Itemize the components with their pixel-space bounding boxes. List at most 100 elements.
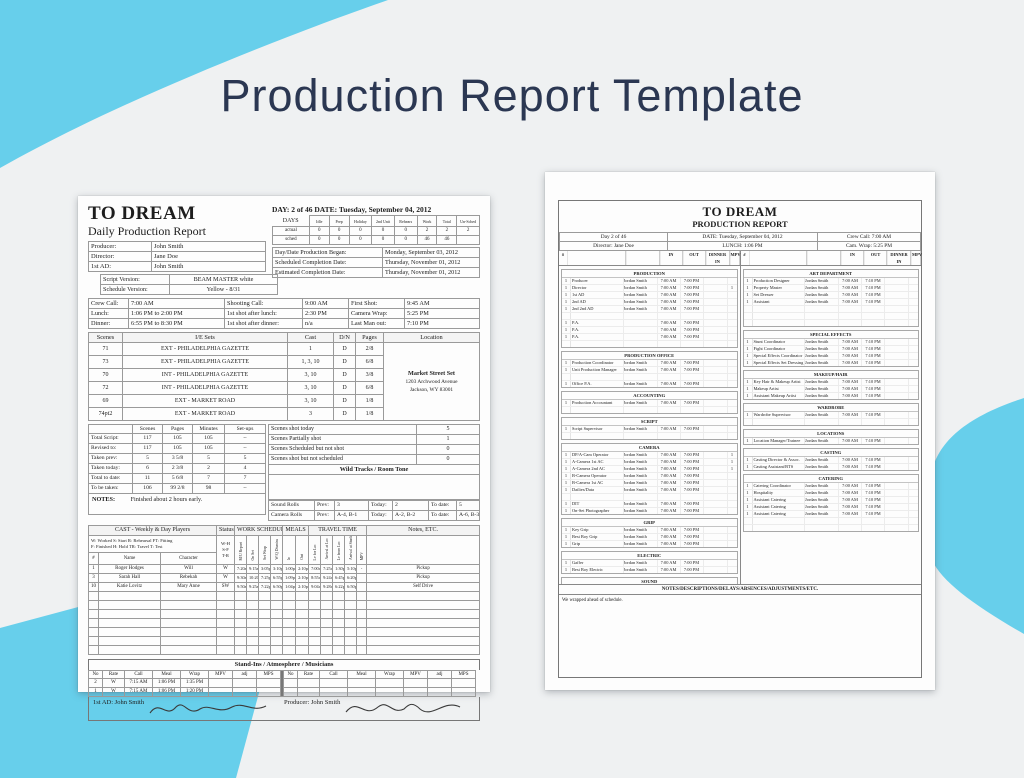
- crew-section: MAKEUP/HAIR 1 Key Hair & Makeup Artist Jord…: [742, 370, 919, 400]
- crew-section: PRODUCTION 1 Producer Jordan Smith 7:00 AM 7:…: [561, 269, 738, 348]
- crew-row: 1 Production Designer Jordan Smith 7:00 AM 7…: [743, 278, 918, 285]
- standins-row: 1 W 7:15 AM 1:06 PM 1:20 PM: [88, 687, 480, 697]
- summary-row: Scenes Partially shot 1: [268, 434, 480, 445]
- version-table: Script Version: BEAM MASTER white Schedule…: [100, 274, 278, 295]
- crew-row: [744, 525, 919, 531]
- crew-row: 1 Office P.A. Jordan Smith 7:00 AM 7:00 PM: [562, 381, 737, 387]
- first-ad-signature: [149, 704, 267, 714]
- crew-row: 1 A-Camera 2nd AC Jordan Smith 7:00 AM 7:00 …: [562, 466, 737, 473]
- cast-legend-row: W: Worked S: Start R: Rehearsal FT: Fitt…: [87, 534, 480, 565]
- producer-signature-label: Producer: John Smith: [284, 699, 341, 706]
- page-title: Production Report Template: [220, 70, 804, 121]
- swoosh-top-left: [0, 0, 388, 168]
- crew-row: 1 Assistant Makeup Artist Jordan Smith 7:00…: [744, 393, 919, 399]
- crew-row: 1 2nd 2nd AD Jordan Smith 7:00 AM 7:00 PM: [562, 306, 737, 313]
- crew-row: 1 Assistant Catering Jordan Smith 7:00 AM 7:…: [743, 497, 918, 504]
- crew-section: ELECTRIC 1 Gaffer Jordan Smith 7:00 AM 7:00 P…: [561, 551, 738, 574]
- crew-section: ACCOUNTING 1 Production Accountant Jordan S…: [561, 391, 738, 414]
- crew-row: [743, 518, 918, 525]
- crew-row: 1 Fight Coordinator Jordan Smith 7:00 AM 7:1…: [743, 346, 918, 353]
- times-row: Crew Call: 7:00 AM Shooting Call: 9:00 AM Fi…: [88, 298, 480, 309]
- standins-table: No Rate Call Meal Wrap MPV adj MPS No Rate Call Mea…: [88, 670, 480, 697]
- info-row: Producer: John Smith: [88, 241, 266, 252]
- standins-row: 2 W 7:15 AM 1:06 PM 1:35 PM: [88, 678, 480, 688]
- crew-row: 1 Grip Jordan Smith 7:00 AM 7:00 PM: [562, 541, 737, 547]
- crew-section: GRIP 1 Key Grip Jordan Smith 7:00 AM 7:00 PM 1…: [561, 518, 738, 548]
- wild-tracks-empty-area: [268, 475, 480, 500]
- cast-empty-row: [88, 591, 480, 601]
- crew-row: 1 Catering Coordinator Jordan Smith 7:00 AM…: [743, 483, 918, 490]
- day-date-line: DAY: 2 of 46 DATE: Tuesday, September 04…: [272, 205, 432, 214]
- progress-row: To be taken: 106 99 2/8 98 ~: [88, 483, 266, 494]
- crew-row: 1 Production Coordinator Jordan Smith 7:00 …: [562, 360, 737, 367]
- crew-row: 1 Stunt Coordinator Jordan Smith 7:00 AM 7:1…: [743, 339, 918, 346]
- rolls-row: Sound Rolls Prev: 3 Today: 2 To date: 5: [268, 500, 480, 511]
- crew-row: [562, 433, 737, 439]
- crew-row: 1 B-Camera Operator Jordan Smith 7:00 AM 7:0…: [562, 473, 737, 480]
- crew-row: 1 Unit Production Manager Jordan Smith 7:00…: [562, 367, 737, 374]
- version-row: Schedule Version: Yellow - 8/31: [100, 284, 278, 295]
- crew-row: 1 Gaffer Jordan Smith 7:00 AM 7:00 PM: [562, 560, 737, 567]
- days-row: actual 0 0 0 0 0 2 2 2: [272, 226, 480, 236]
- cast-empty-row: [88, 627, 480, 637]
- crew-row: 1 Key Grip Jordan Smith 7:00 AM 7:00 PM: [562, 527, 737, 534]
- progress-row: Taken today: 6 2 3/8 2 4: [88, 463, 266, 474]
- summary-row: Scenes shot but not scheduled 0: [268, 454, 480, 465]
- crew-section: ART DEPARTMENT 1 Production Designer Jordan…: [742, 269, 919, 327]
- script-progress-table: Scenes Pages Minutes Set-ups Total Script: 11…: [88, 424, 266, 494]
- crew-row: 1 Assistant Catering Jordan Smith 7:00 AM 7:…: [743, 511, 918, 518]
- cast-empty-row: [88, 609, 480, 619]
- scene-row: 73 EXT - PHILADELPHIA GAZETTE 1, 3, 10 D 6/8: [88, 355, 480, 369]
- crew-row: 1 P.A. 7:00 AM 7:00 PM: [562, 327, 737, 334]
- crew-row: 1 A-Camera 1st AC Jordan Smith 7:00 AM 7:00 …: [562, 459, 737, 466]
- left-doc-title: TO DREAM: [88, 203, 196, 224]
- crew-row: 1 Wardrobe Supervisor Jordan Smith 7:00 AM 7…: [743, 412, 918, 419]
- crew-header-half: # IN OUT DINNER IN MPV: [559, 251, 741, 265]
- notes-body-text: We wrapped ahead of schedule.: [562, 598, 623, 603]
- cast-row: 1 Roger Hodges Will W 7:20a 9:15a 3:05p 3:10p 1:…: [88, 564, 480, 574]
- crew-row: [744, 320, 919, 326]
- crew-row: 1 Dailies/Data Jordan Smith 7:00 AM 7:00 PM: [562, 487, 737, 494]
- cast-group-header-row: CAST - Weekly & Day Players Status WORK SC…: [87, 525, 480, 536]
- first-ad-signature-label: 1st AD: John Smith: [93, 699, 145, 706]
- right-doc-title: TO DREAM: [702, 204, 778, 219]
- cast-empty-row: [88, 636, 480, 646]
- left-doc-header: TO DREAM Daily Production Report Produce…: [88, 204, 480, 295]
- notes-row: NOTES: Finished about 2 hours early.: [88, 494, 266, 515]
- crew-row: 1 P.A. 7:00 AM 7:00 PM: [562, 334, 737, 341]
- crew-section: CASTING 1 Casting Director & Assoc. Jordan …: [742, 448, 919, 471]
- crew-row: 1 Production Accountant Jordan Smith 7:00 A…: [562, 400, 737, 407]
- report-info-table: Day 2 of 46 DATE: Tuesday, September 04, …: [559, 232, 921, 251]
- crew-row: 1 DIT Jordan Smith 7:00 AM 7:00 PM: [562, 501, 737, 508]
- crew-row: 1 Hospitality Jordan Smith 7:00 AM 7:10 PM: [743, 490, 918, 497]
- crew-row: [562, 313, 737, 320]
- crew-section: PRODUCTION OFFICE 1 Production Coordinator…: [561, 351, 738, 388]
- cast-row: 10 Katie Lovitz Mary Anne SW 9:50a 9:25a 7:22p…: [88, 582, 480, 592]
- crew-row: 1 Producer Jordan Smith 7:00 AM 7:00 PM: [562, 278, 737, 285]
- crew-section: SPECIAL EFFECTS 1 Stunt Coordinator Jordan …: [742, 330, 919, 367]
- times-row: Dinner: 6:55 PM to 8:30 PM 1st shot after …: [88, 318, 480, 329]
- days-header-row: DAYS Idle Prep Holiday 2nd Unit Rehears Work To…: [273, 215, 480, 227]
- crew-row: [562, 341, 737, 347]
- crew-row: 1 Special Effects Coordinator Jordan Smith…: [743, 353, 918, 360]
- crew-section: LOCATIONS 1 Location Manager/Trainee Jordan…: [742, 429, 919, 445]
- crew-section: CAMERA 1 DP/A-Cam Operator Jordan Smith 7:00…: [561, 443, 738, 515]
- crew-info-table: Producer: John Smith Director: Jane Doe 1st …: [88, 241, 266, 272]
- left-document: TO DREAM Daily Production Report Produce…: [78, 196, 490, 721]
- notes-label: NOTES:: [92, 496, 116, 503]
- crew-row: [562, 407, 737, 413]
- progress-summary-block: Scenes Pages Minutes Set-ups Total Script: 11…: [88, 424, 480, 521]
- scene-row: 74pt2 EXT - MARKET ROAD 3 D 1/8: [88, 407, 480, 421]
- cast-empty-row: [88, 618, 480, 628]
- crew-row: 1 Property Master Jordan Smith 7:00 AM 7:10 …: [743, 285, 918, 292]
- right-doc-subtitle: PRODUCTION REPORT: [692, 219, 788, 229]
- crew-row: 1 Casting Director & Assoc. Jordan Smith 7:…: [743, 457, 918, 464]
- crew-header-half: # IN OUT DINNER IN MPV: [741, 251, 922, 265]
- key-dates-table: Day/Date Production Began: Monday, Septem…: [272, 247, 480, 278]
- crew-column-right: ART DEPARTMENT 1 Production Designer Jordan…: [741, 266, 922, 584]
- cast-colname-row: # Name Character: [88, 552, 480, 565]
- info-row: Director: Jane Doe: [88, 251, 266, 262]
- report-info-row: Day 2 of 46 DATE: Tuesday, September 04, …: [559, 232, 921, 242]
- version-row: Script Version: BEAM MASTER white: [100, 274, 278, 285]
